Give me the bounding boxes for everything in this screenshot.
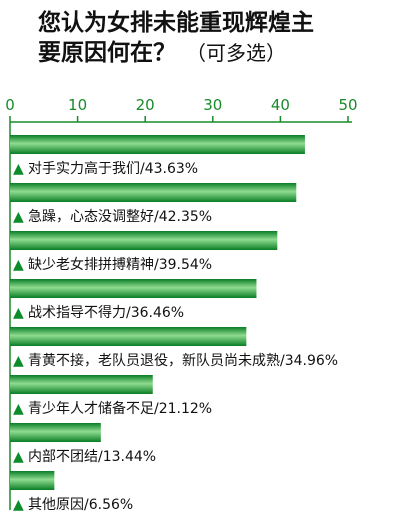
category-label: 缺少老女排拼搏精神/39.54%: [28, 256, 212, 273]
chart-title-line-2: 要原因何在？ （可多选）: [38, 39, 286, 66]
category-label: 其他原因/6.56%: [28, 497, 133, 513]
x-tick-label: 50: [338, 96, 357, 114]
chart-title-note: （可多选）: [186, 41, 286, 65]
chart-title-line-2-main: 要原因何在？: [38, 39, 176, 66]
x-tick-label: 30: [203, 96, 222, 114]
bar-group: [10, 135, 305, 490]
category-label: 急躁，心态没调整好/42.35%: [28, 209, 212, 225]
bar: [10, 279, 257, 298]
category-label: 对手实力高于我们/43.63%: [28, 160, 198, 177]
bar: [10, 183, 297, 202]
x-tick-label: 10: [68, 96, 87, 114]
x-tick-label: 40: [271, 96, 290, 114]
triangle-bullet-icon: ▲: [13, 305, 24, 321]
x-tick-label: 0: [5, 96, 15, 114]
triangle-bullet-icon: ▲: [13, 401, 24, 417]
triangle-bullet-icon: ▲: [13, 257, 24, 273]
category-labels: ▲ 对手实力高于我们/43.63%▲ 急躁，心态没调整好/42.35%▲ 缺少老女排拼…: [13, 160, 338, 513]
triangle-bullet-icon: ▲: [13, 209, 24, 225]
x-tick-label: 20: [136, 96, 155, 114]
bar: [10, 135, 305, 154]
category-label: 青黄不接，老队员退役，新队员尚未成熟/34.96%: [28, 352, 338, 369]
triangle-bullet-icon: ▲: [13, 497, 24, 513]
bar: [10, 231, 278, 250]
category-label: 青少年人才储备不足/21.12%: [28, 400, 212, 417]
chart-title-line-1: 您认为女排未能重现辉煌主: [38, 9, 314, 36]
category-label: 内部不团结/13.44%: [28, 449, 156, 465]
bar: [10, 375, 153, 394]
triangle-bullet-icon: ▲: [13, 449, 24, 465]
triangle-bullet-icon: ▲: [13, 353, 24, 369]
x-axis-ticks: 0 10 20 30 40 50: [5, 96, 358, 122]
bar: [10, 471, 55, 490]
category-label: 战术指导不得力/36.46%: [28, 304, 184, 321]
triangle-bullet-icon: ▲: [13, 161, 24, 177]
bar: [10, 423, 101, 442]
bar: [10, 327, 247, 346]
